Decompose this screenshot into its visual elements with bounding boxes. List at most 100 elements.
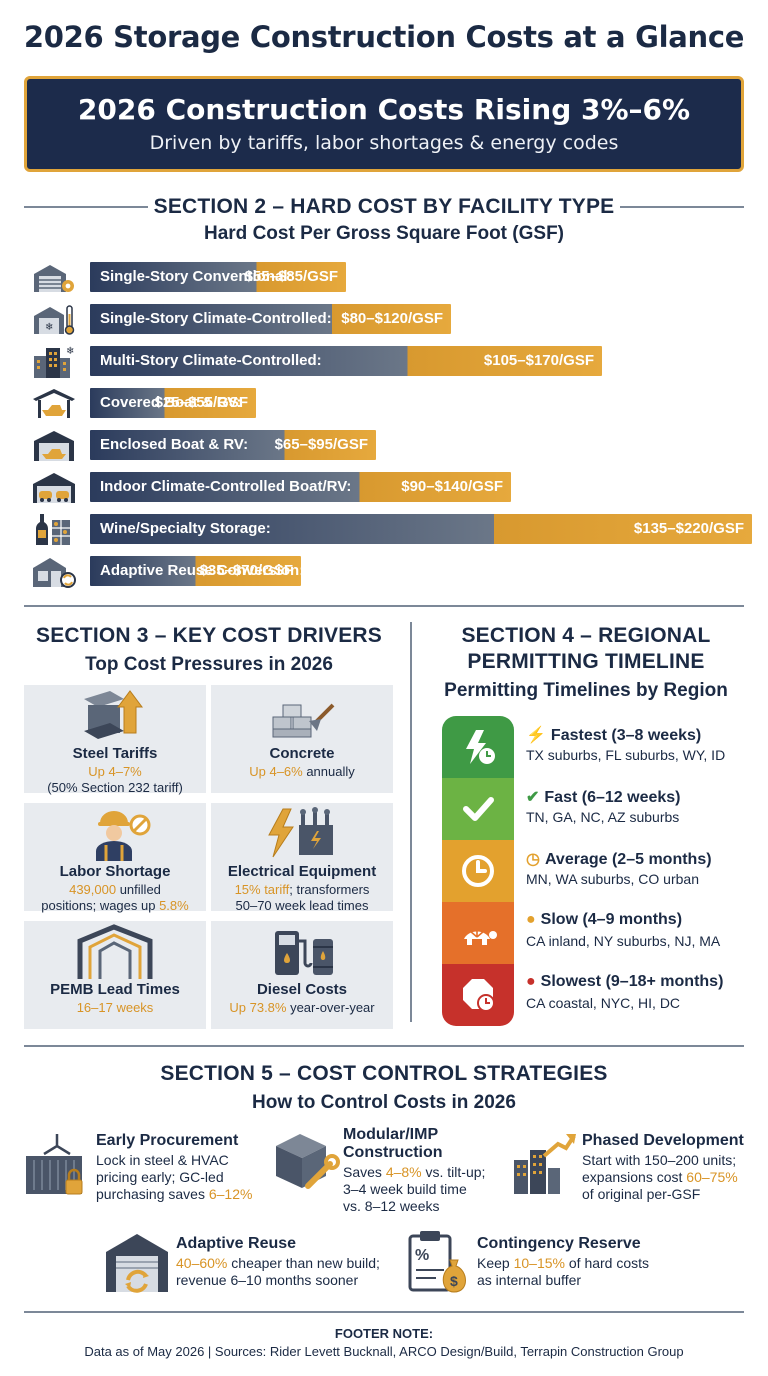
section2-title: SECTION 2 – HARD COST BY FACILITY TYPE	[153, 195, 615, 218]
detail-text: of hard costs	[564, 1255, 650, 1271]
timeline-tier-regions: MN, WA suburbs, CO urban	[526, 871, 699, 887]
cost-driver-detail: Up 73.8% year-over-year	[211, 1000, 393, 1015]
cost-driver-title: Steel Tariffs	[72, 745, 158, 762]
indoor-vehicle-icon	[30, 470, 80, 504]
strategy-detail: Keep 10–15% of hard costs	[477, 1255, 649, 1272]
detail-text: vs. 8–12 weeks	[343, 1198, 440, 1214]
section2-rule-left	[24, 206, 148, 208]
checkmark-icon	[458, 789, 498, 829]
banner-subtitle: Driven by tariffs, labor shortages & ene…	[149, 132, 619, 154]
strategy-title: Phased Development	[582, 1132, 744, 1149]
strategy-title: Construction	[343, 1144, 443, 1161]
section5-title: SECTION 5 – COST CONTROL STRATEGIES	[160, 1062, 608, 1085]
footer-text: Data as of May 2026 | Sources: Rider Lev…	[84, 1344, 684, 1359]
enclosed-boat-icon	[30, 428, 80, 462]
bar-value-label: $35–$70/GSF	[199, 562, 293, 579]
detail-text: cheaper than new build;	[227, 1255, 380, 1271]
detail-text: 3–4 week build time	[343, 1181, 467, 1197]
detail-text: Saves	[343, 1164, 386, 1180]
detail-text: year-over-year	[286, 1000, 375, 1015]
bar-value-label: $80–$120/GSF	[341, 310, 443, 327]
detail-text: Keep	[477, 1255, 514, 1271]
cost-driver-title: PEMB Lead Times	[50, 981, 180, 998]
bar-value-label: $65–$95/GSF	[274, 436, 368, 453]
tier-name: Slow (4–9 months)	[540, 911, 683, 928]
bar-row: ❄ Single-Story Climate-Controlled: $80–$12…	[30, 302, 750, 336]
detail-text: as internal buffer	[477, 1272, 582, 1288]
bar	[90, 472, 511, 502]
strategy-title: Modular/IMP	[343, 1126, 439, 1143]
garage-thermometer-icon: ❄	[30, 302, 80, 336]
bar-row: ❄ Multi-Story Climate-Controlled: $105–$17…	[30, 344, 750, 378]
section2-header: SECTION 2 – HARD COST BY FACILITY TYPE H…	[0, 195, 768, 245]
lightning-clock-icon	[458, 727, 498, 767]
timeline-tier-block	[442, 778, 514, 840]
bar-value-label: $25–$55/GSF	[154, 394, 248, 411]
highlight-value: Up 73.8%	[229, 1000, 287, 1015]
strategy-detail: purchasing saves 6–12%	[96, 1186, 252, 1203]
section4-subtitle: Permitting Timelines by Region	[444, 680, 728, 701]
detail-text: annually	[302, 764, 355, 779]
strategy-detail: vs. 8–12 weeks	[343, 1198, 440, 1215]
clipboard-moneybag-icon: % $	[404, 1226, 474, 1296]
tier-name: Slowest (9–18+ months)	[540, 973, 724, 990]
cost-driver-detail: 15% tariff; transformers	[211, 882, 393, 897]
section3-header: SECTION 3 – KEY COST DRIVERS Top Cost Pr…	[24, 624, 394, 676]
timeline-tier-title: ⚡ Fastest (3–8 weeks)	[526, 725, 701, 745]
highlight-value: 10–15%	[513, 1255, 565, 1271]
section5-subtitle: How to Control Costs in 2026	[252, 1092, 516, 1113]
bar-category-label: Multi-Story Climate-Controlled:	[100, 352, 322, 369]
strategy-detail: as internal buffer	[477, 1272, 581, 1289]
detail-text: expansions cost	[582, 1169, 687, 1185]
bar-category-label: Adaptive Reuse Conversion:	[100, 562, 305, 579]
bar-value-label: $135–$220/GSF	[633, 520, 744, 537]
container-lock-icon	[22, 1132, 92, 1202]
highlight-value: 60–75%	[686, 1169, 738, 1185]
adaptive-reuse-icon	[30, 554, 80, 588]
timeline-tier-block	[442, 840, 514, 902]
tier-marker-icon: ✔	[526, 789, 540, 806]
section5-header: SECTION 5 – COST CONTROL STRATEGIES How …	[0, 1062, 768, 1114]
modular-box-wrench-icon	[270, 1126, 340, 1196]
strategy-title: Contingency Reserve	[477, 1235, 641, 1252]
headline-banner: 2026 Construction Costs Rising 3%–6% Dri…	[24, 76, 744, 172]
wine-bottle-icon	[30, 512, 80, 546]
bar-value-label: $55–$85/GSF	[244, 268, 338, 285]
cost-driver-title: Labor Shortage	[59, 863, 171, 880]
cost-driver-tile: PEMB Lead Times 16–17 weeks	[24, 921, 206, 1029]
section-divider-vertical	[410, 622, 412, 1022]
strategy-title: Early Procurement	[96, 1132, 239, 1149]
garage-recycle-icon	[102, 1228, 172, 1298]
bar-row: Adaptive Reuse Conversion: $35–$70/GSF	[30, 554, 750, 588]
bar	[90, 304, 451, 334]
footer-heading: FOOTER NOTE:	[334, 1326, 434, 1341]
detail-text: purchasing saves	[96, 1186, 209, 1202]
detail-text: unfilled	[116, 882, 161, 897]
bar-value-label: $90–$140/GSF	[401, 478, 503, 495]
bar-category-label: Single-Story Climate-Controlled:	[100, 310, 332, 327]
cost-driver-tile: Concrete Up 4–6% annually	[211, 685, 393, 793]
garage-gear-icon	[30, 260, 80, 294]
timeline-tier-regions: TX suburbs, FL suburbs, WY, ID	[526, 747, 726, 763]
banner-headline: 2026 Construction Costs Rising 3%–6%	[77, 93, 691, 126]
strategy-detail: revenue 6–10 months sooner	[176, 1272, 358, 1289]
highlight-value: 4–8%	[385, 1164, 422, 1180]
bar	[90, 262, 346, 292]
section2-subtitle: Hard Cost Per Gross Square Foot (GSF)	[204, 223, 564, 244]
highlight-value: 5.8%	[159, 898, 189, 913]
strategy-detail: of original per-GSF	[582, 1186, 700, 1203]
section4-title-line2: PERMITTING TIMELINE	[467, 650, 705, 673]
cost-driver-title: Concrete	[269, 745, 335, 762]
bar-row: Covered Boat & RV: $25–$55/GSF	[30, 386, 750, 420]
highlight-value: 6–12%	[208, 1186, 253, 1202]
timeline-tier-block	[442, 964, 514, 1026]
detail-text: ; transformers	[289, 882, 370, 897]
bar-category-label: Indoor Climate-Controlled Boat/RV:	[100, 478, 352, 495]
timeline-tier-block	[442, 716, 514, 778]
detail-text: vs. tilt-up;	[421, 1164, 486, 1180]
section4-title-line1: SECTION 4 – REGIONAL	[461, 624, 711, 647]
strategy-detail: pricing early; GC-led	[96, 1169, 224, 1186]
section2-bottom-rule	[24, 605, 744, 607]
cost-driver-detail: positions; wages up 5.8%	[24, 898, 206, 913]
cost-driver-title: Diesel Costs	[256, 981, 348, 998]
